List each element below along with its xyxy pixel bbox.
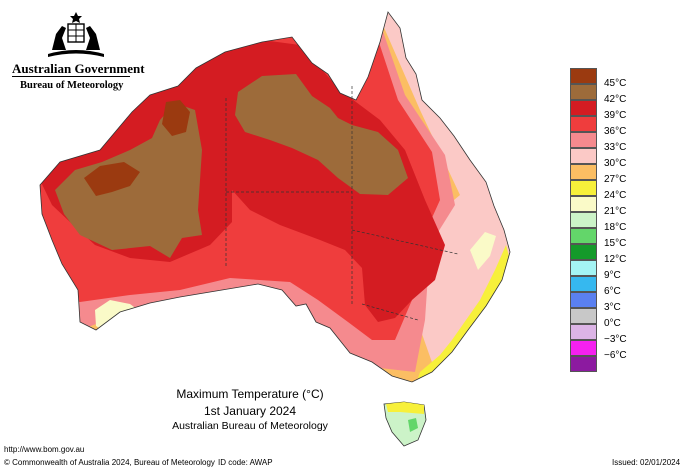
legend-swatch <box>570 260 597 276</box>
logo-divider <box>12 76 130 77</box>
title-line-2: 1st January 2024 <box>203 404 297 418</box>
bureau-name: Bureau of Meteorology <box>20 80 124 91</box>
legend-label: 42°C <box>604 94 627 105</box>
title-line-1: Maximum Temperature (°C) <box>176 387 324 401</box>
legend-label: 0°C <box>604 318 621 329</box>
legend-label: 24°C <box>604 190 627 201</box>
legend-label: 15°C <box>604 238 627 249</box>
government-name: Australian Government <box>12 61 145 76</box>
legend-swatch <box>570 132 597 148</box>
coat-of-arms-icon <box>48 12 104 57</box>
legend-swatch <box>570 276 597 292</box>
tasmania <box>383 401 427 447</box>
legend-label: 9°C <box>604 270 621 281</box>
legend-swatch <box>570 308 597 324</box>
legend-label: 30°C <box>604 158 627 169</box>
legend-swatch <box>570 100 597 116</box>
id-code: ID code: AWAP <box>218 458 273 467</box>
legend-label: 36°C <box>604 126 627 137</box>
issued-date: Issued: 02/01/2024 <box>612 458 680 467</box>
legend-swatch <box>570 116 597 132</box>
legend-swatch <box>570 324 597 340</box>
legend-swatch <box>570 196 597 212</box>
state-borders <box>225 86 459 321</box>
legend-label: 18°C <box>604 222 627 233</box>
legend-swatch <box>570 228 597 244</box>
legend-label: 21°C <box>604 206 627 217</box>
legend-label: 33°C <box>604 142 627 153</box>
copyright-text: © Commonwealth of Australia 2024, Bureau… <box>4 458 215 467</box>
legend-swatch <box>570 148 597 164</box>
legend-label: −3°C <box>604 334 627 345</box>
legend-swatch <box>570 356 597 372</box>
legend-label: 3°C <box>604 302 621 313</box>
legend-label: 39°C <box>604 110 627 121</box>
legend-label: −6°C <box>604 350 627 361</box>
legend-swatch <box>570 340 597 356</box>
coastline <box>39 11 511 383</box>
website-link[interactable]: http://www.bom.gov.au <box>4 445 85 454</box>
temperature-zones <box>40 12 510 382</box>
legend-label: 12°C <box>604 254 627 265</box>
legend-swatch <box>570 212 597 228</box>
legend-swatch <box>570 84 597 100</box>
legend-swatch <box>570 244 597 260</box>
legend-swatch <box>570 180 597 196</box>
title-line-3: Australian Bureau of Meteorology <box>172 420 328 432</box>
legend-swatch <box>570 68 597 84</box>
legend-label: 27°C <box>604 174 627 185</box>
legend-label: 45°C <box>604 78 627 89</box>
legend-label: 6°C <box>604 286 621 297</box>
legend-swatch <box>570 292 597 308</box>
legend-swatch <box>570 164 597 180</box>
